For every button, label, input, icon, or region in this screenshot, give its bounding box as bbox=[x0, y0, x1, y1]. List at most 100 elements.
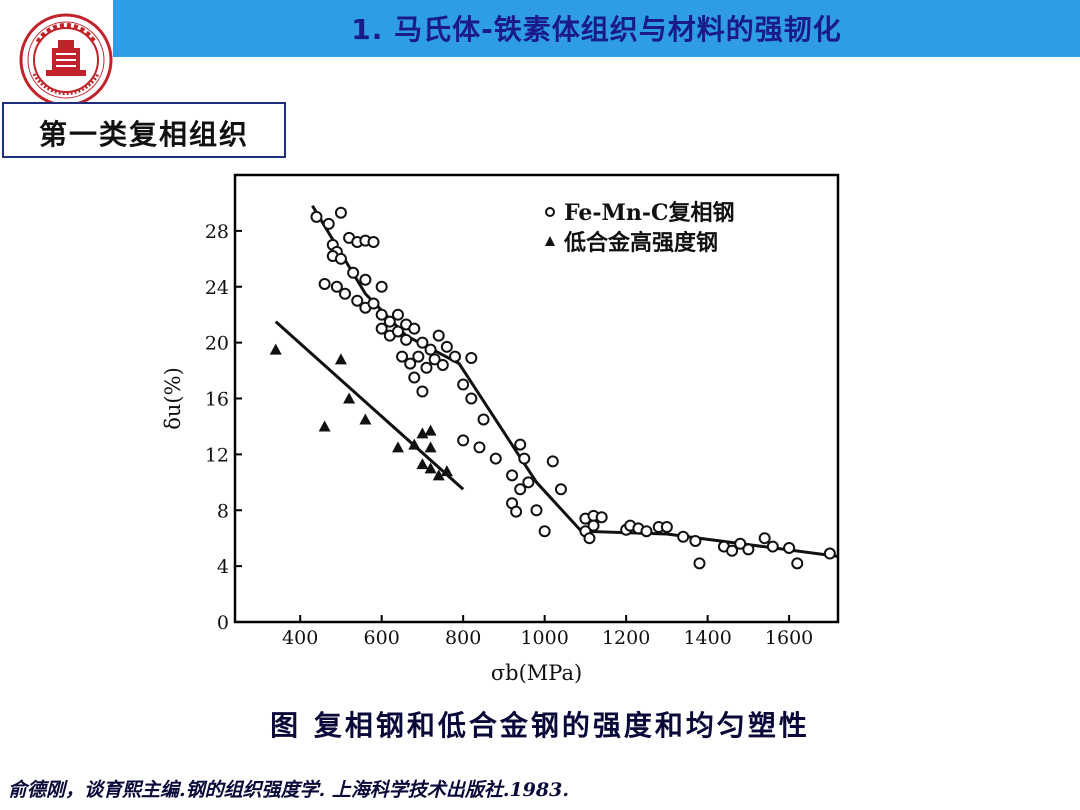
data-point-circle bbox=[330, 280, 343, 293]
data-point-circle bbox=[347, 266, 360, 279]
data-point-triangle bbox=[318, 420, 331, 432]
y-axis-label: δu(%) bbox=[161, 367, 185, 430]
data-point-circle bbox=[351, 294, 364, 307]
data-point-circle bbox=[473, 441, 486, 454]
x-tick-label: 1000 bbox=[520, 627, 568, 649]
data-point-circle bbox=[367, 236, 380, 249]
data-point-circle bbox=[436, 358, 449, 371]
x-tick-label: 1600 bbox=[765, 627, 813, 649]
data-point-triangle bbox=[440, 465, 453, 477]
data-point-circle bbox=[449, 350, 462, 363]
data-point-circle bbox=[318, 277, 331, 290]
data-point-circle bbox=[726, 544, 739, 557]
y-tick-label: 12 bbox=[205, 444, 229, 466]
y-tick-label: 24 bbox=[205, 277, 229, 299]
data-point-circle bbox=[783, 541, 796, 554]
trend-line bbox=[274, 320, 465, 491]
data-point-circle bbox=[339, 287, 352, 300]
legend-marker-circle bbox=[545, 207, 555, 217]
data-point-circle bbox=[408, 371, 421, 384]
data-point-circle bbox=[334, 252, 347, 265]
data-point-circle bbox=[383, 315, 396, 328]
data-point-circle bbox=[587, 519, 600, 532]
data-point-triangle bbox=[359, 413, 372, 425]
data-point-circle bbox=[514, 483, 527, 496]
data-point-circle bbox=[758, 532, 771, 545]
data-point-circle bbox=[432, 329, 445, 342]
data-point-circle bbox=[640, 525, 653, 538]
y-tick-label: 0 bbox=[217, 612, 229, 634]
data-point-circle bbox=[677, 530, 690, 543]
x-tick-label: 800 bbox=[445, 627, 481, 649]
data-point-circle bbox=[416, 385, 429, 398]
data-point-circle bbox=[396, 350, 409, 363]
section-label-box: 第一类复相组织 bbox=[2, 102, 286, 158]
data-point-triangle bbox=[416, 458, 429, 470]
data-point-circle bbox=[428, 353, 441, 366]
data-point-circle bbox=[408, 322, 421, 335]
data-point-circle bbox=[416, 336, 429, 349]
y-tick-label: 8 bbox=[217, 500, 229, 522]
data-point-circle bbox=[457, 434, 470, 447]
data-point-circle bbox=[424, 343, 437, 356]
data-point-circle bbox=[518, 452, 531, 465]
data-point-circle bbox=[766, 540, 779, 553]
data-point-circle bbox=[742, 543, 755, 556]
legend-label: 低合金高强度钢 bbox=[563, 230, 718, 256]
data-point-circle bbox=[477, 413, 490, 426]
data-point-triangle bbox=[334, 353, 347, 365]
data-point-circle bbox=[375, 280, 388, 293]
data-point-triangle bbox=[416, 427, 429, 439]
data-point-circle bbox=[465, 392, 478, 405]
university-logo bbox=[19, 13, 113, 107]
data-point-circle bbox=[367, 297, 380, 310]
x-tick-label: 1400 bbox=[683, 627, 731, 649]
x-tick-label: 1200 bbox=[602, 627, 650, 649]
data-point-circle bbox=[412, 350, 425, 363]
header-bar: 1. 马氏体-铁素体组织与材料的强韧化 bbox=[113, 0, 1080, 57]
y-tick-label: 20 bbox=[205, 333, 229, 355]
figure-caption: 图 复相钢和低合金钢的强度和均匀塑性 bbox=[270, 709, 810, 742]
data-point-circle bbox=[322, 217, 335, 230]
data-point-triangle bbox=[408, 438, 421, 450]
data-point-circle bbox=[689, 534, 702, 547]
data-point-triangle bbox=[343, 392, 356, 404]
data-point-circle bbox=[546, 455, 559, 468]
data-point-circle bbox=[400, 333, 413, 346]
data-point-triangle bbox=[424, 441, 437, 453]
data-point-circle bbox=[530, 504, 543, 517]
x-tick-label: 600 bbox=[364, 627, 400, 649]
data-point-circle bbox=[404, 357, 417, 370]
data-point-triangle bbox=[391, 441, 404, 453]
data-point-circle bbox=[375, 308, 388, 321]
scatter-chart: 400 600 800 1000 1200 1400 1600 0 4 8 12 16 20 24 28 σb… bbox=[161, 173, 840, 685]
data-point-circle bbox=[538, 525, 551, 538]
x-tick-label: 400 bbox=[282, 627, 318, 649]
slide-title: 1. 马氏体-铁素体组织与材料的强韧化 bbox=[351, 13, 842, 46]
data-point-circle bbox=[391, 325, 404, 338]
reference-citation: 俞德刚，谈育熙主编.钢的组织强度学. 上海科学技术出版社.1983. bbox=[8, 779, 569, 801]
data-point-circle bbox=[457, 378, 470, 391]
data-point-triangle bbox=[432, 469, 445, 481]
data-point-triangle bbox=[269, 343, 282, 355]
data-point-circle bbox=[506, 469, 519, 482]
data-point-circle bbox=[359, 273, 372, 286]
data-point-circle bbox=[554, 483, 567, 496]
x-axis-label: σb(MPa) bbox=[491, 661, 582, 685]
data-point-circle bbox=[391, 308, 404, 321]
data-point-circle bbox=[522, 476, 535, 489]
data-point-circle bbox=[489, 452, 502, 465]
data-point-circle bbox=[660, 521, 673, 534]
legend-label: Fe-Mn-C复相钢 bbox=[564, 200, 735, 226]
data-point-circle bbox=[334, 206, 347, 219]
data-point-circle bbox=[791, 557, 804, 570]
data-point-circle bbox=[420, 361, 433, 374]
data-point-circle bbox=[510, 505, 523, 518]
data-point-circle bbox=[310, 210, 323, 223]
data-point-circle bbox=[375, 322, 388, 335]
y-tick-label: 28 bbox=[205, 221, 229, 243]
data-point-circle bbox=[595, 511, 608, 524]
data-point-circle bbox=[823, 547, 836, 560]
data-point-circle bbox=[514, 438, 527, 451]
data-point-triangle bbox=[424, 424, 437, 436]
